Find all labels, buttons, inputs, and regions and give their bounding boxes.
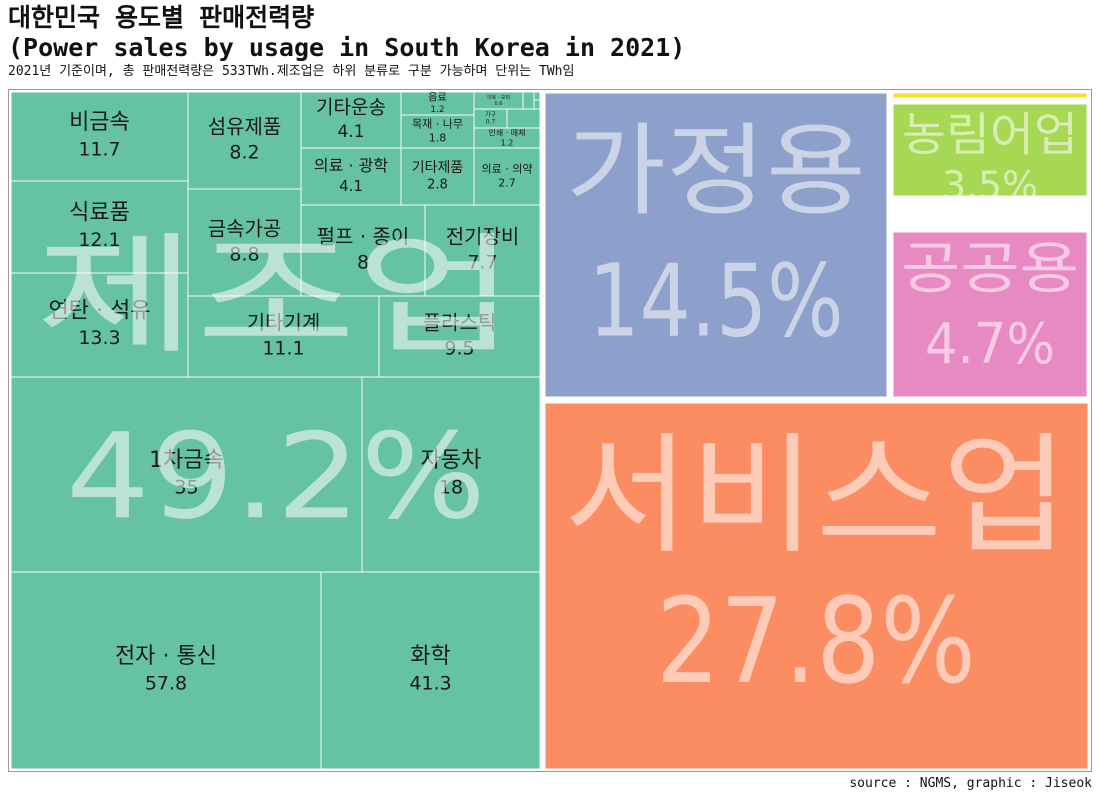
- sub-tile: [10, 571, 322, 770]
- sub-tile-value: 12.1: [78, 229, 120, 251]
- sub-tile-tiny: [533, 91, 541, 101]
- sub-tile-value: 41.3: [409, 673, 451, 695]
- group-rect-가정용: [542, 90, 890, 400]
- sub-tile-tiny: [533, 99, 541, 110]
- group-rect-서비스업: [542, 400, 1091, 771]
- sub-tile-value: 13.3: [78, 327, 120, 349]
- sub-tile-label: 의료 · 의약: [482, 162, 533, 176]
- group-share-label: 4.7%: [925, 312, 1055, 377]
- sub-tile-label: 전자 · 통신: [115, 644, 217, 669]
- sub-tile-label: 음료: [428, 91, 446, 103]
- sub-tile: [300, 91, 402, 149]
- sub-tile-label: 화학: [410, 644, 450, 669]
- sub-tile-label: 기타운송: [316, 97, 386, 119]
- sub-tile-value: 8.8: [229, 243, 259, 265]
- sub-tile-label: 의복 · 모피: [487, 94, 510, 101]
- sub-tile-tiny: [522, 91, 535, 110]
- treemap-chart: 전자 · 통신 57.8 화학 41.3 1차금속 35 자동차 18 비금속 11.7 식료품 12…: [9, 90, 1091, 771]
- sub-tile-label: 섬유제품: [208, 115, 282, 139]
- group-rect-농림어업: [890, 101, 1090, 199]
- sub-tile: [300, 204, 426, 297]
- sub-tile-value: 1.8: [429, 131, 447, 144]
- sub-tile-label: 금속가공: [208, 217, 282, 241]
- sub-tile-label: 식료품: [69, 200, 130, 225]
- sub-tile-label: 가구: [485, 110, 497, 118]
- sub-tile-label: 목재 · 나무: [412, 118, 463, 131]
- sub-tile: [187, 188, 302, 297]
- sub-tile-value: 8.2: [229, 141, 259, 163]
- sub-tile-value: 7.7: [467, 251, 497, 273]
- sub-tile-label: 전기장비: [446, 225, 520, 249]
- sub-tile-label: 자동차: [421, 448, 482, 473]
- sub-tile-value: 1.2: [430, 105, 444, 115]
- source-note: source : NGMS, graphic : Jiseok: [849, 776, 1092, 791]
- sub-tile: [361, 376, 541, 573]
- sub-tile-value: 11.1: [262, 337, 304, 359]
- sub-tile-value: 4.1: [339, 177, 363, 195]
- sub-tile-value: 2.7: [498, 176, 516, 189]
- group-rect-공공용: [890, 229, 1090, 400]
- sub-tile: [10, 180, 189, 274]
- sub-tile-value: 9.5: [444, 337, 474, 359]
- sub-tile: [400, 147, 475, 206]
- chart-title-english: (Power sales by usage in South Korea in …: [8, 33, 686, 62]
- sub-tile: [187, 91, 302, 190]
- sub-tile-value: 4.1: [337, 122, 364, 142]
- sub-tile: [300, 147, 402, 206]
- sub-tile-value: 0.6: [495, 101, 503, 107]
- chart-title-korean: 대한민국 용도별 판매전력량: [8, 3, 315, 32]
- sub-tile-value: 11.7: [78, 139, 120, 161]
- sub-tile-label: 1차금속: [149, 448, 224, 473]
- group-share-label: 49.2%: [66, 407, 486, 545]
- sub-tile: [320, 571, 541, 770]
- group-name-label: 제조업: [36, 220, 516, 372]
- group-rect-기타: [890, 90, 1090, 101]
- sub-tile-label: 연탄 · 석유: [49, 298, 151, 323]
- sub-tile: [10, 91, 189, 182]
- sub-tile-label: 펄프 · 종이: [317, 225, 410, 249]
- sub-tile: [10, 376, 363, 573]
- sub-tile-value: 8: [357, 251, 369, 273]
- group-share-label: 3.5%: [942, 164, 1038, 208]
- group-share-label: 27.8%: [656, 572, 976, 710]
- sub-tile-value: 35: [174, 477, 198, 499]
- sub-tile-label: 기타제품: [412, 160, 464, 176]
- group-name-label: 공공용: [901, 237, 1079, 302]
- sub-tile: [424, 204, 541, 297]
- sub-tile-value: 2.8: [427, 178, 448, 193]
- sub-tile-label: 의료 · 광학: [314, 156, 388, 175]
- sub-tile-value: 18: [439, 477, 463, 499]
- sub-tile: [10, 272, 189, 378]
- sub-tile-value: 1.2: [501, 138, 514, 147]
- sub-tile-value: 0.7: [486, 119, 496, 126]
- group-share-label: 14.5%: [589, 242, 844, 359]
- sub-tile-label: 인쇄 · 매체: [488, 128, 525, 138]
- group-name-label: 가정용: [566, 112, 866, 229]
- group-name-label: 농림어업: [902, 108, 1078, 162]
- sub-tile: [378, 295, 541, 378]
- sub-tile-label: 기타기계: [247, 311, 321, 335]
- group-name-label: 서비스업: [564, 420, 1069, 572]
- chart-subtitle: 2021년 기준이며, 총 판매전력량은 533TWh.제조업은 하위 분류로 …: [8, 64, 575, 79]
- sub-tile-value: 57.8: [145, 673, 187, 695]
- treemap-frame: 전자 · 통신 57.8 화학 41.3 1차금속 35 자동차 18 비금속 11.7 식료품 12…: [8, 89, 1092, 772]
- sub-tile-tiny: [506, 108, 541, 129]
- sub-tile-label: 플라스틱: [423, 311, 497, 335]
- sub-tile-label: 비금속: [69, 110, 130, 135]
